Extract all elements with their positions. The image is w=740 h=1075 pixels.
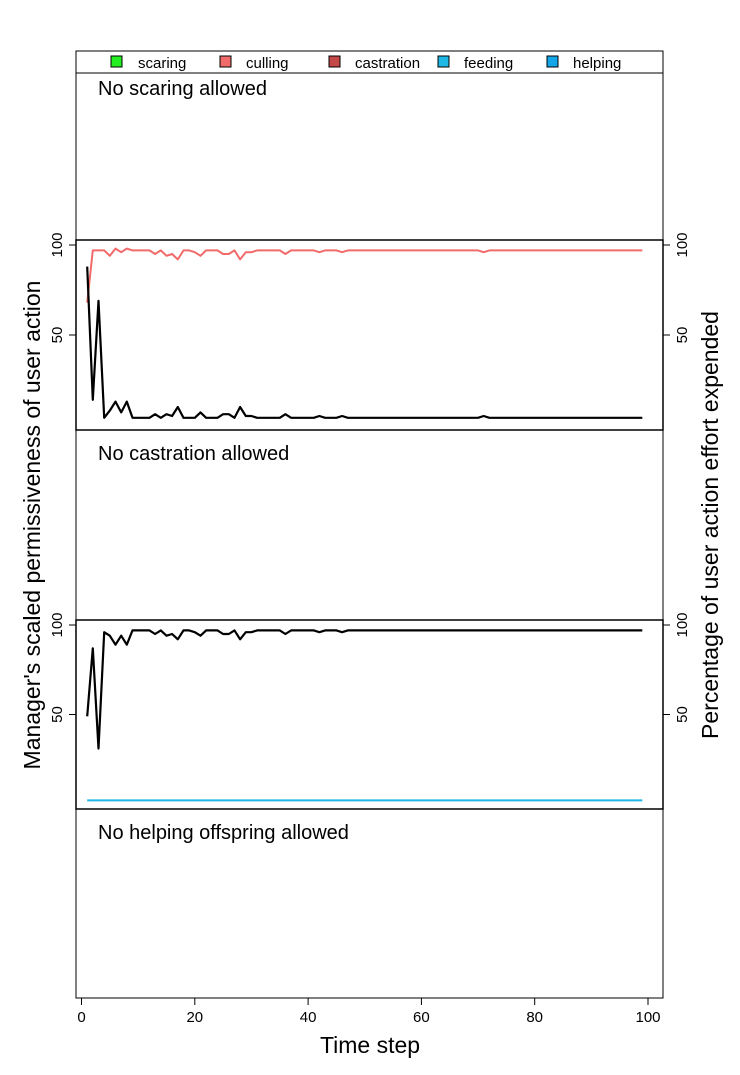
- x-tick-label-20: 20: [186, 1009, 203, 1026]
- y-tick-label-right-culling-100: 100: [674, 232, 691, 257]
- x-tick-label-80: 80: [526, 1009, 543, 1026]
- y-tick-label-right-feeding-50: 50: [674, 706, 691, 723]
- legend-swatch-castration: [328, 55, 341, 68]
- y-tick-label-left-culling-50: 50: [49, 327, 66, 344]
- legend-label-castration: castration: [355, 55, 420, 72]
- y-axis-label-right: Percentage of user action effort expende…: [697, 311, 723, 739]
- y-tick-label-right-feeding-100: 100: [674, 612, 691, 637]
- legend-label-culling: culling: [246, 55, 289, 72]
- panel-culling: [75, 239, 664, 431]
- x-tick-label-0: 0: [77, 1009, 85, 1026]
- series-culling-effort: [86, 247, 643, 303]
- panel-message-scaring: No scaring allowed: [98, 78, 267, 100]
- y-tick-label-left-feeding-50: 50: [49, 706, 66, 723]
- x-axis-label: Time step: [320, 1032, 420, 1058]
- panel-message-castration: No castration allowed: [98, 443, 289, 465]
- legend-label-scaring: scaring: [138, 55, 186, 72]
- legend-label-helping: helping: [573, 55, 621, 72]
- legend: scaring culling castration feeding helpi…: [75, 50, 664, 74]
- legend-item-culling: culling: [219, 55, 289, 72]
- legend-swatch-helping: [546, 55, 559, 68]
- series-culling-permissiveness: [86, 266, 643, 419]
- y-tick-label-left-culling-100: 100: [49, 232, 66, 257]
- x-axis: 0 20 40 60 80 100: [77, 997, 661, 1026]
- legend-swatch-culling: [219, 55, 232, 68]
- panel-message-helping: No helping offspring allowed: [98, 822, 349, 844]
- x-tick-label-60: 60: [413, 1009, 430, 1026]
- x-tick-label-100: 100: [635, 1009, 660, 1026]
- series-feeding-permissiveness: [86, 629, 643, 750]
- legend-item-castration: castration: [328, 55, 420, 72]
- legend-item-helping: helping: [546, 55, 621, 72]
- legend-item-scaring: scaring: [110, 55, 186, 72]
- legend-swatch-scaring: [110, 55, 123, 68]
- x-tick-label-40: 40: [300, 1009, 317, 1026]
- y-tick-label-left-feeding-100: 100: [49, 612, 66, 637]
- legend-item-feeding: feeding: [437, 55, 513, 72]
- chart-feeding: 50 100 50 100: [49, 612, 691, 802]
- y-axis-label-left: Manager's scaled permissiveness of user …: [19, 281, 45, 770]
- panel-feeding: [75, 619, 664, 810]
- legend-swatch-feeding: [437, 55, 450, 68]
- y-tick-label-right-culling-50: 50: [674, 327, 691, 344]
- chart-culling: 50 100 50 100: [49, 232, 691, 419]
- legend-label-feeding: feeding: [464, 55, 513, 72]
